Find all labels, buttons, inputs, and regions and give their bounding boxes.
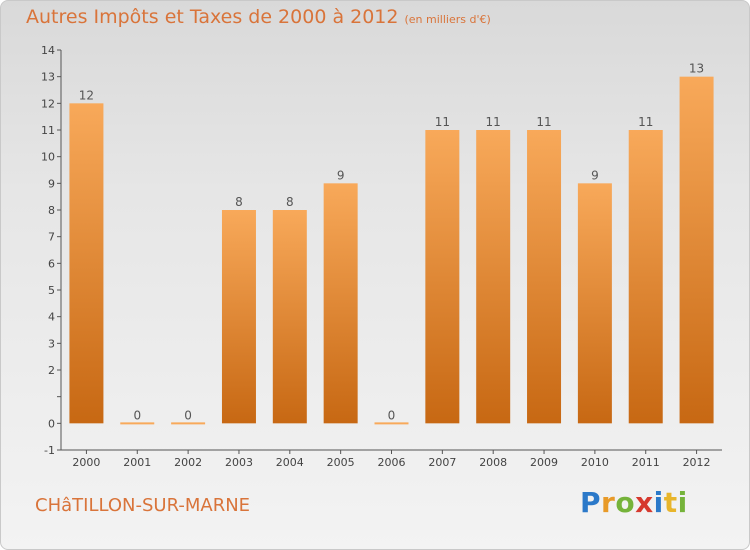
x-tick-label: 2009 [530, 456, 558, 469]
bar-value-label: 0 [184, 408, 192, 422]
bar [628, 130, 663, 424]
bar [69, 103, 104, 424]
bar [679, 76, 714, 424]
y-tick-label: 11 [41, 124, 55, 137]
bar [577, 183, 612, 424]
bar-value-label: 12 [79, 88, 94, 102]
y-tick-label: 4 [48, 311, 55, 324]
bar-value-label: 11 [435, 115, 450, 129]
y-tick-label: 6 [48, 257, 55, 270]
y-tick-label: 5 [48, 284, 55, 297]
y-tick-label: 10 [41, 151, 55, 164]
bar [323, 183, 358, 424]
bar-value-label: 9 [591, 168, 599, 182]
bar-value-label: 8 [235, 195, 243, 209]
x-tick-label: 2008 [479, 456, 507, 469]
commune-name: CHâTILLON-SUR-MARNE [35, 495, 251, 516]
x-tick-label: 2001 [123, 456, 151, 469]
bar-value-label: 11 [486, 115, 501, 129]
y-tick-label: 0 [48, 417, 55, 430]
bar-value-label: 11 [536, 115, 551, 129]
y-tick-label: 9 [48, 177, 55, 190]
x-tick-label: 2011 [632, 456, 660, 469]
chart-bars [69, 76, 714, 425]
proxiti-logo: Proxiti [580, 486, 688, 519]
x-tick-label: 2005 [327, 456, 355, 469]
y-tick-label: 13 [41, 71, 55, 84]
y-tick-label: -1 [44, 444, 55, 457]
y-tick-label: 2 [48, 364, 55, 377]
x-tick-label: 2007 [428, 456, 456, 469]
x-tick-label: 2004 [276, 456, 304, 469]
chart-axes: -1 0 2 3 4 5 6 7 8 9 10 11 12 13 14 2000 2001 2002 2003 200… [41, 44, 722, 469]
x-tick-label: 2002 [174, 456, 202, 469]
bar [425, 130, 460, 424]
bar [221, 210, 256, 424]
chart-title-text: Autres Impôts et Taxes de 2000 à 2012 [26, 6, 399, 28]
bar [476, 130, 511, 424]
y-tick-label: 7 [48, 231, 55, 244]
y-tick-label: 3 [48, 337, 55, 350]
x-tick-label: 2006 [378, 456, 406, 469]
bar-value-label: 8 [286, 195, 294, 209]
bar [272, 210, 307, 424]
x-tick-label: 2010 [581, 456, 609, 469]
y-tick-label: 14 [41, 44, 55, 57]
chart-title: Autres Impôts et Taxes de 2000 à 2012 (en… [26, 6, 491, 28]
y-tick-label: 12 [41, 97, 55, 110]
x-tick-label: 2000 [72, 456, 100, 469]
bar-value-label: 9 [337, 168, 345, 182]
bar-value-label: 0 [388, 408, 396, 422]
x-tick-label: 2012 [683, 456, 711, 469]
x-tick-label: 2003 [225, 456, 253, 469]
bar [527, 130, 562, 424]
y-tick-label: 8 [48, 204, 55, 217]
chart-labels: 12 0 0 8 8 9 0 11 11 11 9 11 13 [79, 62, 704, 423]
chart-subtitle: (en milliers d'€) [404, 13, 491, 26]
bar-value-label: 11 [638, 115, 653, 129]
bar-value-label: 0 [133, 408, 141, 422]
bar-value-label: 13 [689, 62, 704, 76]
